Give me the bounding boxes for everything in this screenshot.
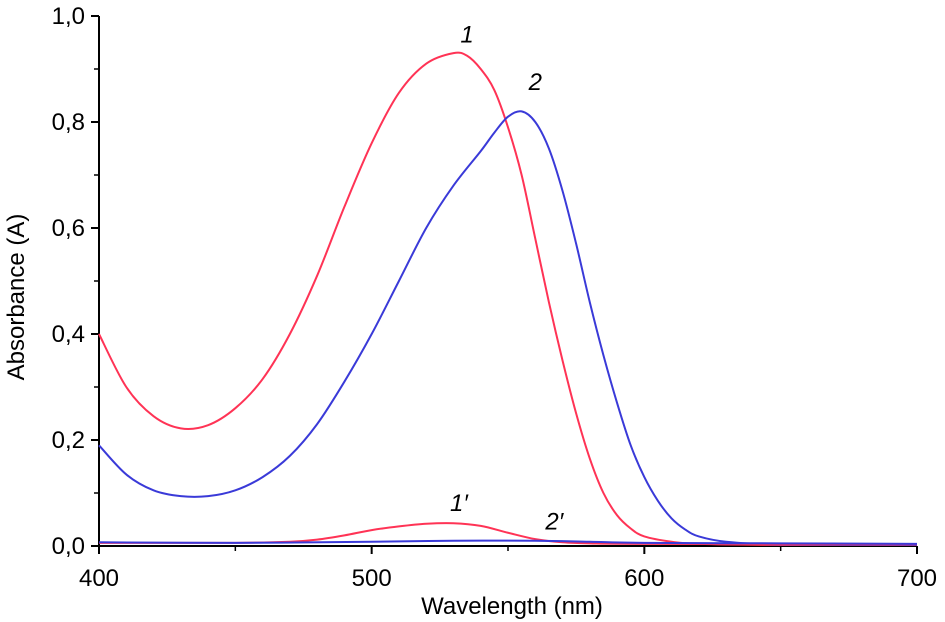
- x-ticks: 400 500 600 700: [79, 546, 937, 592]
- curve-label: 2: [528, 69, 542, 96]
- y-ticks: 0,0 0,2 0,4 0,6 0,8 1,0: [52, 3, 99, 560]
- series-1-prime-line: [98, 522, 918, 546]
- series-1-line: [98, 51, 918, 547]
- series-group: [98, 51, 918, 547]
- y-tick-label: 0,4: [52, 321, 85, 348]
- x-tick-label: 600: [624, 565, 664, 592]
- curve-label: 2′: [544, 509, 564, 536]
- y-tick-label: 0,6: [52, 215, 85, 242]
- series-2-line: [98, 110, 918, 546]
- x-tick-label: 400: [79, 565, 119, 592]
- y-axis-title: Absorbance (A): [3, 214, 30, 381]
- y-tick-label: 0,0: [52, 533, 85, 560]
- plot-area: 400 500 600 700 0,0 0,2 0,4 0,6 0,8 1,0 1 2 1′ 2′: [52, 3, 937, 592]
- x-tick-label: 700: [897, 565, 937, 592]
- y-tick-label: 1,0: [52, 3, 85, 30]
- series-2-prime-line: [98, 539, 918, 545]
- curve-label: 1′: [450, 490, 469, 517]
- annotation-group: 1 2 1′ 2′: [450, 22, 565, 536]
- x-axis-title: Wavelength (nm): [421, 593, 603, 620]
- x-tick-label: 500: [352, 565, 392, 592]
- y-tick-label: 0,2: [52, 427, 85, 454]
- curve-label: 1: [460, 22, 473, 49]
- y-tick-label: 0,8: [52, 109, 85, 136]
